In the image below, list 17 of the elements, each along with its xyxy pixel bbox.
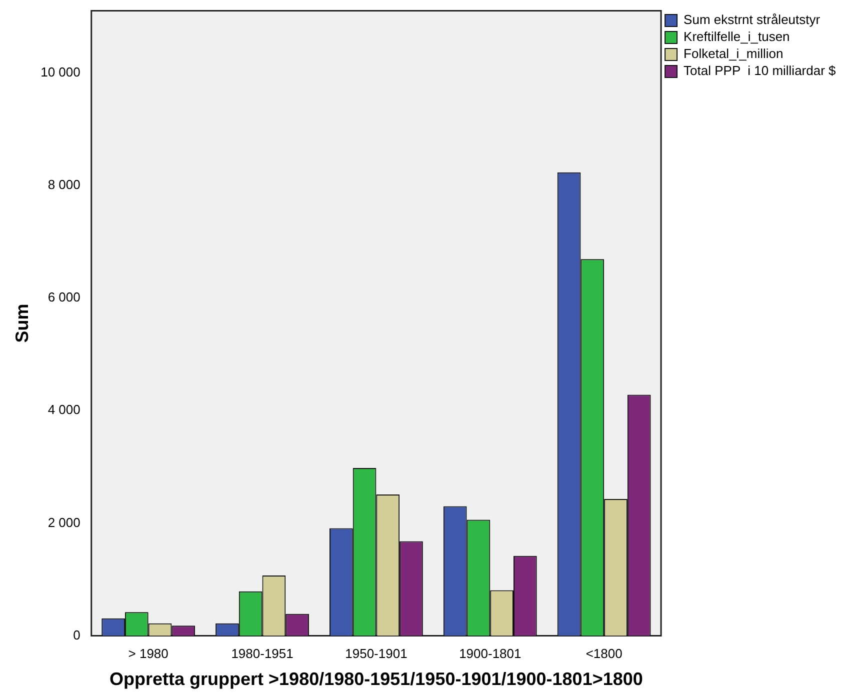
x-tick-label: > 1980 <box>128 646 168 662</box>
y-tick-label: 10 000 <box>40 64 80 80</box>
y-tick-label: 2 000 <box>48 514 80 530</box>
y-axis-title: Sum <box>12 304 32 343</box>
y-tick-label: 6 000 <box>48 290 80 305</box>
x-tick-label: <1800 <box>586 646 622 662</box>
legend-label: Kreftilfelle_i_tusen <box>684 29 790 44</box>
y-tick-label: 8 000 <box>48 176 80 192</box>
legend-label: Total PPP i 10 milliardar $ <box>684 63 837 78</box>
legend-label: Sum ekstrnt stråleutstyr <box>684 12 821 28</box>
legend-label: Folketal_i_million <box>684 46 784 62</box>
x-tick-label: 1980-1951 <box>231 646 294 662</box>
x-axis-title: Oppretta gruppert >1980/1980-1951/1950-1901/1900-1801>1800 <box>110 669 643 690</box>
y-tick-label: 4 000 <box>48 402 80 418</box>
x-tick-label: 1900-1801 <box>459 646 522 662</box>
y-tick-label: 0 <box>73 627 80 642</box>
x-tick-label: 1950-1901 <box>345 646 408 662</box>
